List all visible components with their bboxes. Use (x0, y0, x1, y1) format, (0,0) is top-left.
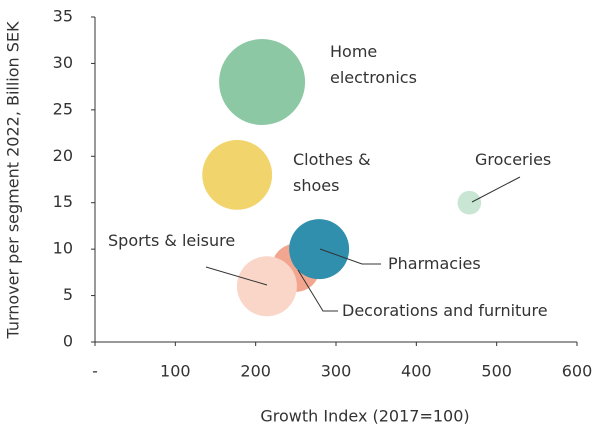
x-tick-label: 200 (240, 362, 271, 381)
label-line: electronics (330, 68, 417, 87)
x-axis-title: Growth Index (2017=100) (260, 407, 469, 426)
bubble (236, 256, 297, 317)
x-tick-label: 300 (321, 362, 352, 381)
x-tick-label: - (92, 362, 98, 381)
bubble-label: Groceries (475, 150, 551, 169)
label-line: Pharmacies (388, 254, 481, 273)
x-tick-label: 100 (160, 362, 191, 381)
bubble-label: Sports & leisure (108, 231, 235, 250)
bubble (457, 190, 482, 215)
leader-line (471, 176, 521, 203)
bubble (289, 219, 350, 280)
y-tick-label: 25 (53, 99, 73, 118)
x-tick-label: 400 (401, 362, 432, 381)
label-line: Groceries (475, 150, 551, 169)
y-axis-title: Turnover per segment 2022, Billion SEK (4, 21, 23, 340)
y-tick-label: 10 (53, 239, 73, 258)
bubble (219, 39, 306, 125)
y-tick-label: 5 (63, 285, 73, 304)
y-tick-label: 30 (53, 53, 73, 72)
label-line: Sports & leisure (108, 231, 235, 250)
leader-line (297, 269, 338, 312)
label-line: Decorations and furniture (342, 301, 548, 320)
y-tick-label: 15 (53, 192, 73, 211)
y-tick-label: 0 (63, 332, 73, 351)
x-tick-label: 600 (562, 362, 593, 381)
leader-line (205, 266, 268, 286)
bubble-label: Decorations and furniture (342, 301, 548, 320)
label-line: Clothes & (293, 150, 371, 169)
y-tick-label: 20 (53, 146, 73, 165)
leader-line (319, 248, 381, 265)
bubble-label: Pharmacies (388, 254, 481, 273)
x-tick-label: 500 (481, 362, 512, 381)
bubble-label: Home electronics (330, 42, 417, 87)
bubble (202, 139, 273, 210)
y-tick-label: 35 (53, 7, 73, 26)
label-line: Home (330, 42, 377, 61)
label-line: shoes (293, 176, 339, 195)
bubble-label: Clothes & shoes (293, 150, 371, 195)
